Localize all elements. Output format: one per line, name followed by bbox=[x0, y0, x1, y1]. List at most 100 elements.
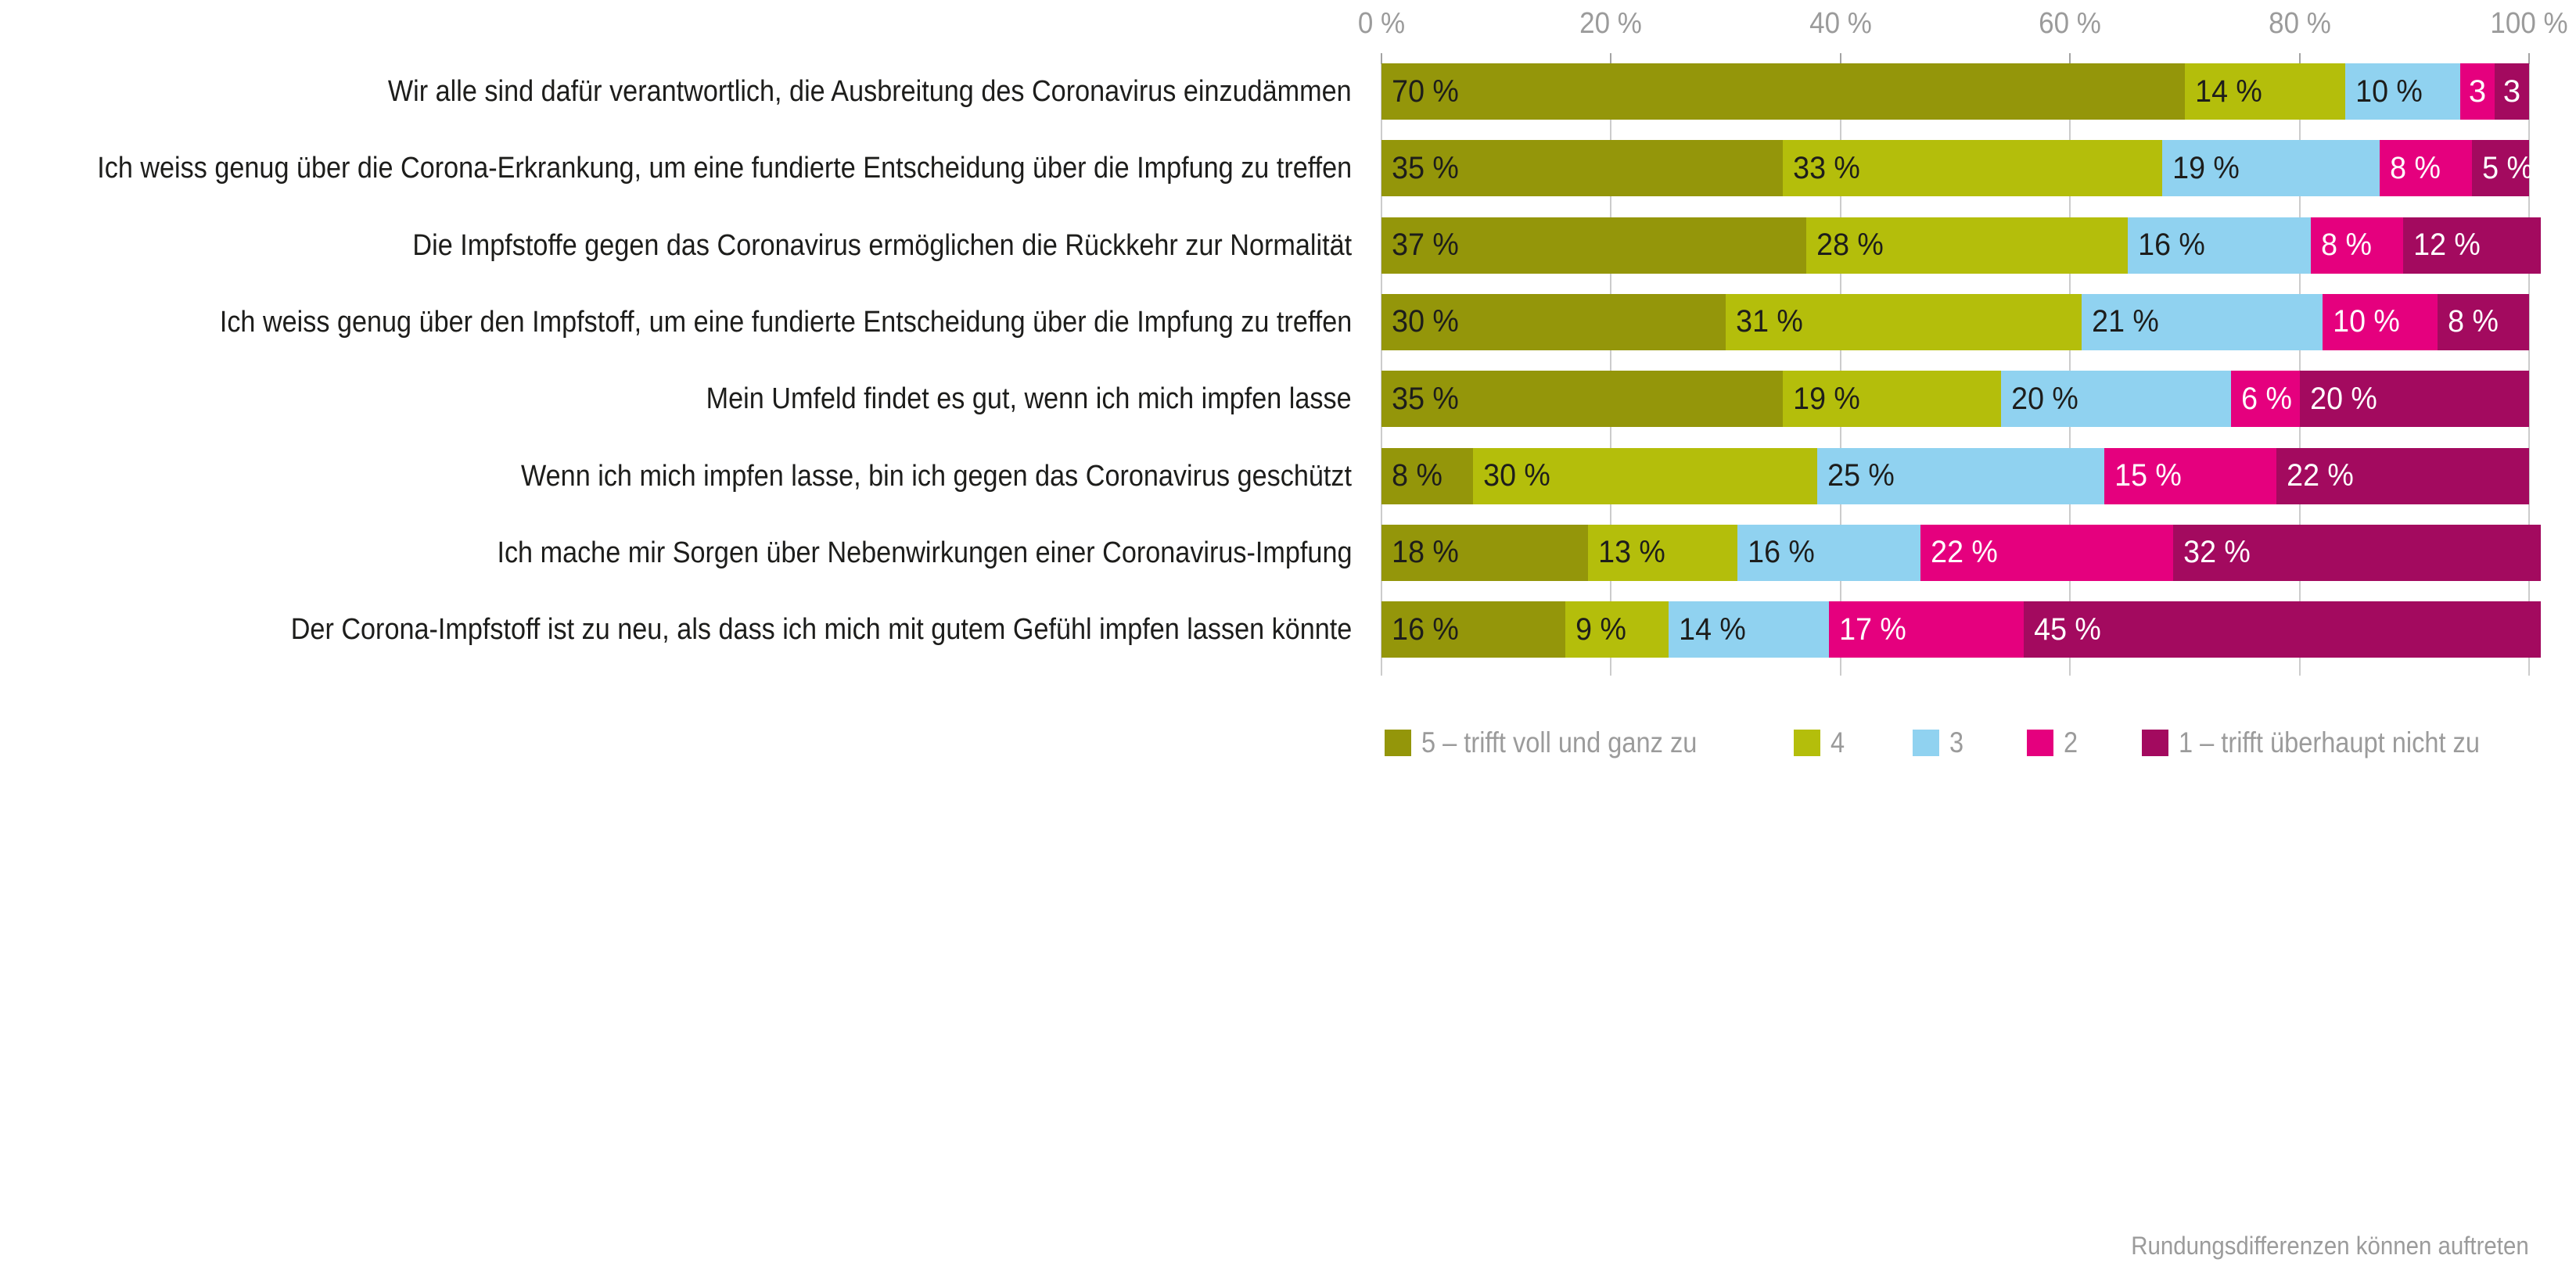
legend-label: 1 – trifft überhaupt nicht zu bbox=[2179, 726, 2480, 759]
bar-segment-label: 17 % bbox=[1839, 611, 1906, 647]
legend-swatch bbox=[2027, 730, 2053, 756]
category-label: Ich mache mir Sorgen über Nebenwirkungen… bbox=[496, 536, 1352, 569]
bar-segment-label: 10 % bbox=[2333, 304, 2400, 339]
bar-segment: 30 % bbox=[1473, 447, 1818, 504]
bar-segment: 30 % bbox=[1381, 293, 1726, 350]
bar-segment-label: 28 % bbox=[1816, 228, 1884, 263]
bar-segment: 3 bbox=[2459, 63, 2495, 120]
axis-tick bbox=[1381, 53, 1382, 64]
gridline bbox=[1610, 53, 1612, 676]
bar-segment-label: 70 % bbox=[1392, 74, 1459, 109]
legend-swatch bbox=[1385, 730, 1411, 756]
bar-segment: 32 % bbox=[2173, 524, 2541, 581]
category-label: Der Corona-Impfstoff ist zu neu, als das… bbox=[290, 613, 1352, 647]
bar-segment-label: 21 % bbox=[2092, 304, 2159, 339]
bar-segment-label: 20 % bbox=[2309, 381, 2377, 416]
bar-segment: 37 % bbox=[1381, 217, 1806, 274]
bar-segment-label: 3 bbox=[2502, 74, 2521, 109]
legend-label: 2 bbox=[2064, 726, 2078, 759]
bar-row: 18 % 13 % 16 % 22 % 32 % bbox=[1381, 524, 2541, 581]
legend-swatch bbox=[1794, 730, 1820, 756]
bar-row: 16 % 9 % 14 % 17 % 45 % bbox=[1381, 601, 2541, 658]
bar-segment-label: 22 % bbox=[2287, 458, 2355, 493]
bar-segment: 19 % bbox=[2161, 140, 2380, 197]
bar-segment: 14 % bbox=[2184, 63, 2346, 120]
axis-tick bbox=[1610, 53, 1612, 64]
bar-segment: 5 % bbox=[2471, 140, 2533, 197]
bar-row: 35 % 19 % 20 % 6 % 20 % bbox=[1381, 371, 2529, 428]
bar-segment: 17 % bbox=[1829, 601, 2025, 658]
bar-segment: 6 % bbox=[2230, 371, 2300, 428]
bar-segment-label: 14 % bbox=[2195, 74, 2262, 109]
bar-segment-label: 31 % bbox=[1736, 304, 1803, 339]
bar-segment-label: 9 % bbox=[1575, 611, 1626, 647]
bar-segment: 28 % bbox=[1805, 217, 2128, 274]
legend-label: 5 – trifft voll und ganz zu bbox=[1421, 726, 1698, 759]
bar-row: 70 % 14 % 10 % 3 3 bbox=[1381, 63, 2529, 120]
bar-segment-label: 19 % bbox=[2172, 150, 2240, 185]
bar-segment-label: 8 % bbox=[1392, 458, 1442, 493]
bar-segment-label: 18 % bbox=[1392, 535, 1459, 570]
bar-segment: 12 % bbox=[2402, 217, 2541, 274]
gridline bbox=[1381, 53, 1382, 676]
bar-segment: 33 % bbox=[1783, 140, 2162, 197]
gridline bbox=[1839, 53, 1841, 676]
bar-segment: 10 % bbox=[2345, 63, 2460, 120]
gridline bbox=[2528, 53, 2530, 676]
bar-segment: 8 % bbox=[2437, 293, 2529, 350]
bar-segment: 18 % bbox=[1381, 524, 1589, 581]
bar-segment-label: 14 % bbox=[1678, 611, 1746, 647]
bar-segment-label: 13 % bbox=[1598, 535, 1665, 570]
bar-row: 35 % 33 % 19 % 8 % 5 % bbox=[1381, 140, 2533, 197]
bar-segment-label: 37 % bbox=[1392, 228, 1459, 263]
x-axis-tick-label: 40 % bbox=[1809, 7, 1872, 40]
bar-segment: 15 % bbox=[2104, 447, 2277, 504]
bar-segment: 10 % bbox=[2322, 293, 2438, 350]
bar-segment: 25 % bbox=[1817, 447, 2105, 504]
bar-segment: 31 % bbox=[1726, 293, 2082, 350]
bar-segment: 22 % bbox=[2276, 447, 2529, 504]
bar-segment-label: 30 % bbox=[1392, 304, 1459, 339]
bar-segment-label: 35 % bbox=[1392, 381, 1459, 416]
bar-segment: 35 % bbox=[1381, 140, 1784, 197]
category-label: Die Impfstoffe gegen das Coronavirus erm… bbox=[412, 228, 1352, 262]
axis-tick bbox=[2069, 53, 2071, 64]
x-axis-tick-label: 20 % bbox=[1579, 7, 1643, 40]
gridline bbox=[2298, 53, 2301, 676]
category-label: Ich weiss genug über den Impfstoff, um e… bbox=[219, 305, 1352, 339]
category-label: Ich weiss genug über die Corona-Erkranku… bbox=[97, 152, 1352, 185]
legend-label: 3 bbox=[1949, 726, 1964, 759]
bar-segment-label: 25 % bbox=[1827, 458, 1895, 493]
bar-segment: 13 % bbox=[1588, 524, 1737, 581]
bar-segment-label: 8 % bbox=[2321, 228, 2373, 263]
bar-segment-label: 10 % bbox=[2355, 74, 2423, 109]
bar-segment: 8 % bbox=[2311, 217, 2403, 274]
bar-segment: 9 % bbox=[1565, 601, 1669, 658]
bar-segment-label: 20 % bbox=[2011, 381, 2079, 416]
category-label: Mein Umfeld findet es gut, wenn ich mich… bbox=[706, 382, 1352, 416]
bar-segment-label: 6 % bbox=[2240, 381, 2292, 416]
x-axis-tick-label: 100 % bbox=[2490, 7, 2568, 40]
bar-segment: 45 % bbox=[2024, 601, 2541, 658]
x-axis-tick-label: 60 % bbox=[2039, 7, 2102, 40]
axis-tick bbox=[2528, 53, 2530, 64]
bar-segment-label: 8 % bbox=[2390, 150, 2441, 185]
bar-segment: 16 % bbox=[1737, 524, 1921, 581]
bar-segment-label: 15 % bbox=[2114, 458, 2183, 493]
bar-segment: 35 % bbox=[1381, 371, 1784, 428]
bar-segment: 8 % bbox=[1381, 447, 1474, 504]
category-label: Wenn ich mich impfen lasse, bin ich gege… bbox=[520, 459, 1352, 493]
bar-segment-label: 45 % bbox=[2034, 611, 2102, 647]
axis-tick bbox=[2298, 53, 2301, 64]
bar-segment: 16 % bbox=[1381, 601, 1565, 658]
legend-label: 4 bbox=[1831, 726, 1845, 759]
bar-segment-label: 22 % bbox=[1931, 535, 1999, 570]
legend-swatch bbox=[1913, 730, 1939, 756]
bar-segment-label: 16 % bbox=[1747, 535, 1815, 570]
bar-segment: 16 % bbox=[2127, 217, 2312, 274]
bar-segment-label: 12 % bbox=[2413, 228, 2481, 263]
bar-segment: 3 bbox=[2494, 63, 2529, 120]
bar-segment: 19 % bbox=[1783, 371, 2002, 428]
bar-segment-label: 35 % bbox=[1392, 150, 1459, 185]
